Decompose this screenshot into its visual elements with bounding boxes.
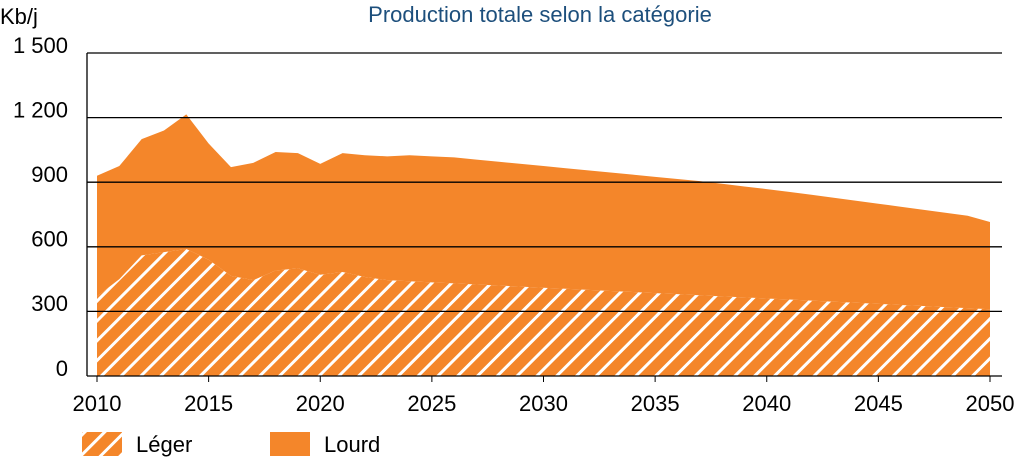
y-axis-label: Kb/j [0, 4, 38, 29]
area [97, 114, 990, 310]
legend-label: Lourd [324, 432, 380, 457]
y-tick-label: 600 [31, 227, 68, 252]
x-tick-label: 2050 [966, 391, 1015, 416]
y-tick-label: 0 [56, 356, 68, 381]
y-tick-label: 1 500 [13, 33, 68, 58]
x-tick-label: 2010 [73, 391, 122, 416]
area [97, 248, 990, 376]
x-tick-label: 2035 [631, 391, 680, 416]
chart-title: Production totale selon la catégorie [368, 2, 712, 27]
x-tick-label: 2030 [519, 391, 568, 416]
legend-swatch [82, 432, 122, 456]
x-tick-label: 2015 [184, 391, 233, 416]
y-tick-label: 900 [31, 162, 68, 187]
y-tick-label: 1 200 [13, 97, 68, 122]
x-tick-label: 2040 [742, 391, 791, 416]
y-tick-label: 300 [31, 291, 68, 316]
legend-label: Léger [136, 432, 192, 457]
x-tick-label: 2025 [407, 391, 456, 416]
x-tick-label: 2020 [296, 391, 345, 416]
legend-swatch [270, 432, 310, 456]
x-tick-label: 2045 [854, 391, 903, 416]
